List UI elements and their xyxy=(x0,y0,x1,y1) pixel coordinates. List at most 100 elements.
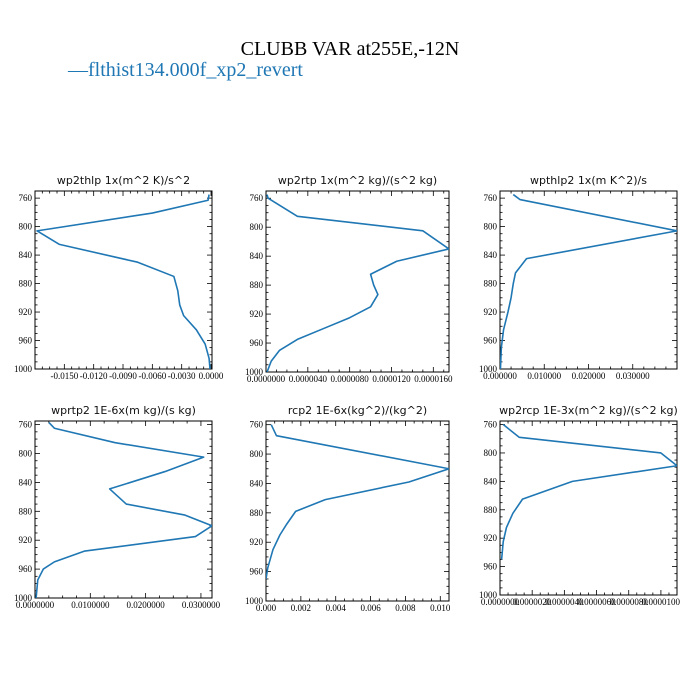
x-tick-label: 0.0000080 xyxy=(610,597,649,607)
panel-title: wp2thlp 1x(m^2 K)/s^2 xyxy=(57,174,190,187)
series-line xyxy=(500,423,677,560)
y-tick-label: 800 xyxy=(19,222,33,232)
y-tick-label: 920 xyxy=(19,535,33,545)
x-tick-label: 0.000 xyxy=(256,603,277,613)
panel-title: wpthlp2 1x(m K^2)/s xyxy=(530,174,647,187)
x-tick-label: -0.0060 xyxy=(138,371,166,381)
series-line xyxy=(266,194,449,372)
y-tick-label: 880 xyxy=(19,279,33,289)
y-tick-label: 760 xyxy=(250,193,264,203)
x-tick-label: 0.0300000 xyxy=(182,600,221,610)
y-tick-label: 920 xyxy=(484,533,498,543)
y-tick-label: 960 xyxy=(250,567,264,577)
y-tick-label: 840 xyxy=(19,477,33,487)
y-tick-label: 920 xyxy=(484,307,498,317)
y-tick-label: 840 xyxy=(484,250,498,260)
x-tick-label: 0.0000060 xyxy=(577,597,616,607)
y-tick-label: 960 xyxy=(19,564,33,574)
legend-symbol: — xyxy=(67,59,89,81)
x-tick-label: 0.0000080 xyxy=(331,374,370,384)
panel-title: rcp2 1E-6x(kg^2)/(kg^2) xyxy=(288,404,427,417)
panel-1: wp2thlp 1x(m^2 K)/s^2 760 800 840 880 920 960 1… xyxy=(14,174,224,381)
x-tick-label: 0.030000 xyxy=(616,371,650,381)
x-tick-label: -0.0030 xyxy=(168,371,196,381)
panel-title: wp2rcp 1E-3x(m^2 kg)/(s^2 kg) xyxy=(499,404,678,417)
y-tick-label: 800 xyxy=(484,448,498,458)
panel-6: wp2rcp 1E-3x(m^2 kg)/(s^2 kg)760 800 840 88… xyxy=(479,404,681,607)
panel-3: wpthlp2 1x(m K^2)/s 760 800 840 880 920 960 100… xyxy=(479,174,678,381)
plot-frame xyxy=(499,190,678,370)
panel-5: rcp2 1E-6x(kg^2)/(kg^2) 760 800 840 880 920 96… xyxy=(245,404,451,613)
y-tick-label: 880 xyxy=(250,508,264,518)
plot-frame xyxy=(265,420,450,602)
y-tick-label: 1000 xyxy=(479,364,498,374)
y-tick-label: 960 xyxy=(250,338,264,348)
y-tick-label: 840 xyxy=(19,250,33,260)
y-tick-label: 760 xyxy=(484,420,498,430)
x-tick-label: 0.010 xyxy=(430,603,451,613)
x-tick-label: 0.002 xyxy=(291,603,311,613)
plot-frame xyxy=(499,420,678,596)
figure-legend: — flthist134.000f_xp2_revert xyxy=(67,59,303,81)
y-tick-label: 760 xyxy=(19,193,33,203)
panel-title: wprtp2 1E-6x(m kg)/(s kg) xyxy=(51,404,196,417)
y-tick-label: 840 xyxy=(250,251,264,261)
y-tick-label: 1000 xyxy=(245,596,264,606)
y-tick-label: 880 xyxy=(484,279,498,289)
x-tick-label: 0.0000040 xyxy=(545,597,584,607)
y-tick-label: 880 xyxy=(250,280,264,290)
x-tick-label: 0.006 xyxy=(360,603,381,613)
y-tick-label: 760 xyxy=(19,420,33,430)
panel-title: wp2rtp 1x(m^2 kg)/(s^2 kg) xyxy=(278,174,437,187)
x-tick-label: 0.004 xyxy=(326,603,347,613)
x-tick-label: 0.0000000 xyxy=(247,374,286,384)
x-tick-label: -0.0120 xyxy=(80,371,108,381)
y-tick-label: 920 xyxy=(19,307,33,317)
plot-frame xyxy=(34,190,213,370)
x-tick-label: 0.0000000 xyxy=(16,600,55,610)
x-tick-label: 0.0000120 xyxy=(372,374,411,384)
x-tick-label: 0.020000 xyxy=(572,371,606,381)
x-tick-label: 0.000000 xyxy=(483,371,517,381)
x-tick-label: 0.0100000 xyxy=(71,600,110,610)
y-tick-label: 800 xyxy=(484,222,498,232)
x-tick-label: 0.0000000 xyxy=(481,597,520,607)
plot-frame xyxy=(265,190,450,373)
x-tick-label: 0.0000040 xyxy=(289,374,328,384)
y-tick-label: 1000 xyxy=(245,367,264,377)
y-tick-label: 760 xyxy=(484,193,498,203)
y-tick-label: 1000 xyxy=(14,593,33,603)
x-tick-label: 0.010000 xyxy=(527,371,561,381)
series-line xyxy=(266,424,449,580)
panel-2: wp2rtp 1x(m^2 kg)/(s^2 kg) 760 800 840 880 92… xyxy=(245,174,453,384)
y-tick-label: 840 xyxy=(484,476,498,486)
x-tick-label: 0.0000020 xyxy=(513,597,552,607)
plot-panels: wp2thlp 1x(m^2 K)/s^2 760 800 840 880 920 960 1… xyxy=(14,174,681,613)
y-tick-label: 800 xyxy=(250,449,264,459)
series-line xyxy=(36,194,211,369)
y-tick-label: 880 xyxy=(19,506,33,516)
y-tick-label: 960 xyxy=(19,336,33,346)
panel-4: wprtp2 1E-6x(m kg)/(s kg) 760 800 840 880 920… xyxy=(14,404,221,610)
figure-title: CLUBB VAR at255E,-12N xyxy=(241,38,460,60)
y-tick-label: 800 xyxy=(19,449,33,459)
y-tick-label: 920 xyxy=(250,309,264,319)
series-line xyxy=(500,193,677,369)
x-tick-label: -0.0090 xyxy=(109,371,137,381)
x-tick-label: 0.0200000 xyxy=(127,600,166,610)
x-tick-label: 0.0000 xyxy=(199,371,224,381)
x-tick-label: 0.0000160 xyxy=(414,374,453,384)
y-tick-label: 760 xyxy=(250,420,264,430)
y-tick-label: 960 xyxy=(484,562,498,572)
plot-frame xyxy=(34,420,213,599)
series-line xyxy=(35,421,212,598)
y-tick-label: 1000 xyxy=(14,364,33,374)
x-tick-label: 0.008 xyxy=(395,603,416,613)
y-tick-label: 920 xyxy=(250,537,264,547)
y-tick-label: 960 xyxy=(484,336,498,346)
x-tick-label: -0.0150 xyxy=(50,371,78,381)
x-tick-label: 0.0000100 xyxy=(642,597,681,607)
y-tick-label: 840 xyxy=(250,478,264,488)
y-tick-label: 1000 xyxy=(479,590,498,600)
y-tick-label: 800 xyxy=(250,222,264,232)
